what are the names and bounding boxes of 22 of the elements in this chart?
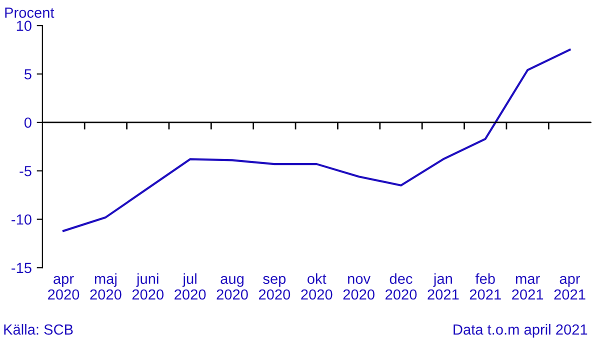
x-tick-label: nov 2020 <box>343 276 374 300</box>
text: Data t.o.m april 2021 <box>454 324 588 338</box>
x-tick-label: feb 2021 <box>470 273 501 300</box>
y-tick-label: 5 <box>24 69 32 80</box>
x-tick-label: apr 2021 <box>554 276 586 300</box>
x-tick-label: jul 2020 <box>174 273 206 300</box>
x-tick-label: okt 2020 <box>301 273 332 300</box>
y-tick-label: 10 <box>16 20 32 32</box>
y-tick-label: -5 <box>20 166 32 176</box>
x-tick-label: juni 2020 <box>132 273 164 300</box>
text: Källa: SCB <box>4 324 73 335</box>
y-tick-label: 0 <box>24 118 32 128</box>
y-tick-label: -10 <box>12 214 32 225</box>
y-axis-title: Procent <box>5 8 54 18</box>
x-tick-label: maj 2020 <box>90 273 122 300</box>
x-tick-label: dec 2020 <box>386 273 417 300</box>
x-tick-label: aug 2020 <box>216 276 248 300</box>
x-tick-label: mar 2021 <box>512 276 544 300</box>
x-tick-label: apr 2020 <box>48 276 80 300</box>
x-tick-label: sep 2020 <box>258 276 290 300</box>
x-tick-label: jan 2021 <box>428 273 459 300</box>
y-tick-label: -15 <box>12 262 32 274</box>
